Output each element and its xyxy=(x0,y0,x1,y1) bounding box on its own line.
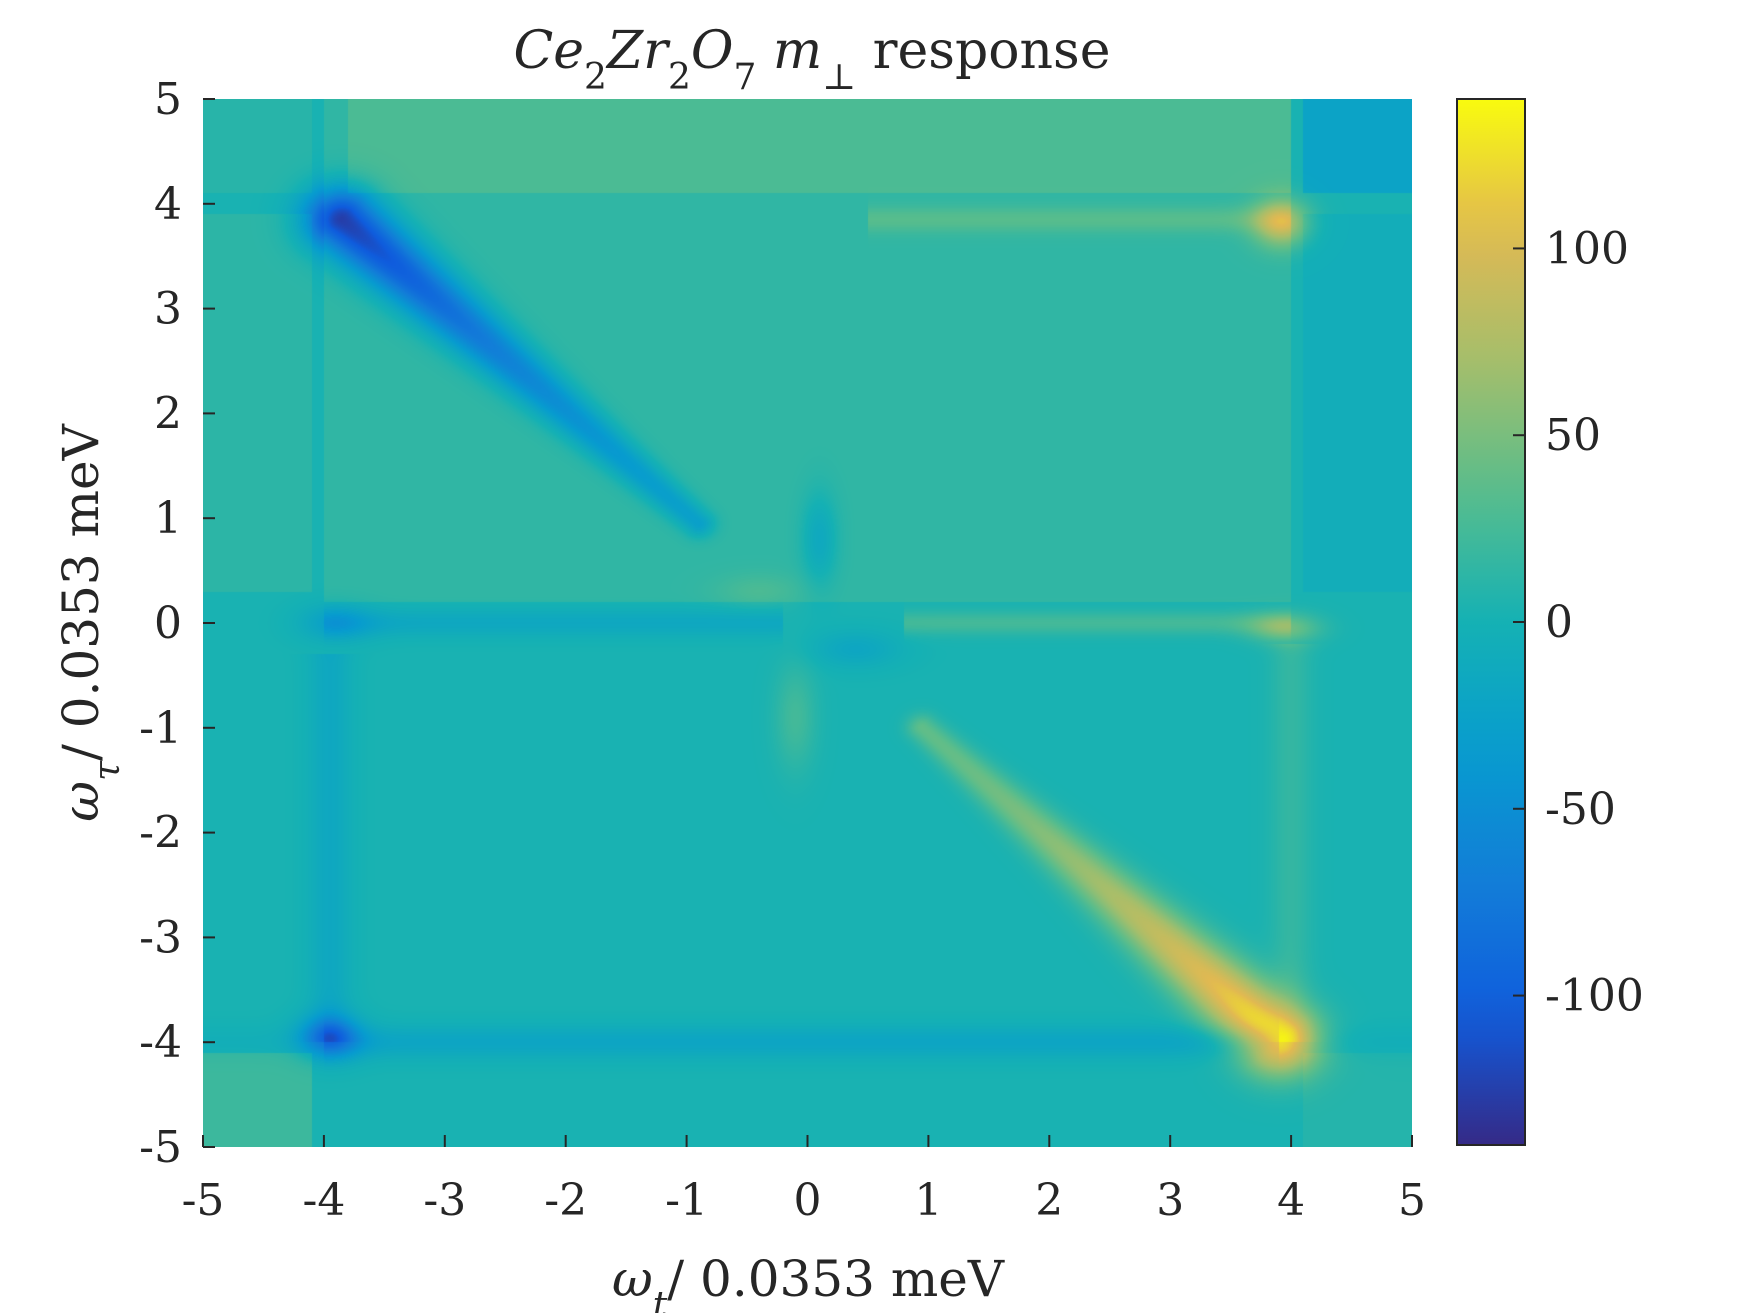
x-axis-ticks: -5 -4 -3 -2 -1 0 1 2 3 4 5 xyxy=(182,1135,1426,1226)
x-tick-label: 5 xyxy=(1398,1175,1426,1226)
heatmap-image xyxy=(203,99,1412,1147)
y-tick-label: 2 xyxy=(154,388,182,439)
chart-title: Ce2Zr2O7 m⊥ response xyxy=(513,21,1110,98)
colorbar-tick-label: 100 xyxy=(1545,223,1629,274)
x-tick-label: -5 xyxy=(182,1175,225,1226)
x-tick-label: 3 xyxy=(1156,1175,1184,1226)
x-tick-label: 1 xyxy=(914,1175,942,1226)
y-tick-label: -3 xyxy=(139,912,182,963)
y-tick-label: 4 xyxy=(154,179,182,230)
y-tick-label: -2 xyxy=(139,808,182,859)
x-axis-label: ωt/ 0.0353 meV xyxy=(612,1250,1005,1313)
x-tick-label: -3 xyxy=(423,1175,466,1226)
x-tick-label: -2 xyxy=(544,1175,587,1226)
y-tick-label: 5 xyxy=(154,74,182,125)
x-tick-label: 2 xyxy=(1035,1175,1063,1226)
colorbar-tick-label: -50 xyxy=(1545,784,1616,835)
colorbar-ticks: -100 -50 0 50 100 xyxy=(1513,223,1644,1022)
x-tick-label: 4 xyxy=(1277,1175,1305,1226)
x-tick-label: 0 xyxy=(794,1175,822,1226)
y-tick-label: 1 xyxy=(154,493,182,544)
y-tick-label: -4 xyxy=(139,1017,182,1068)
colorbar-tick-label: 0 xyxy=(1545,597,1573,648)
y-tick-label: 3 xyxy=(154,284,182,335)
y-tick-label: -5 xyxy=(139,1122,182,1173)
y-tick-label: 0 xyxy=(154,598,182,649)
y-axis-ticks: -5 -4 -3 -2 -1 0 1 2 3 4 5 xyxy=(139,74,215,1173)
y-tick-label: -1 xyxy=(139,703,182,754)
y-axis-label: ωτ/ 0.0353 meV xyxy=(52,423,128,821)
x-tick-label: -1 xyxy=(665,1175,708,1226)
colorbar-tick-label: -100 xyxy=(1545,971,1644,1022)
colorbar-tick-label: 50 xyxy=(1545,410,1601,461)
x-tick-label: -4 xyxy=(302,1175,345,1226)
